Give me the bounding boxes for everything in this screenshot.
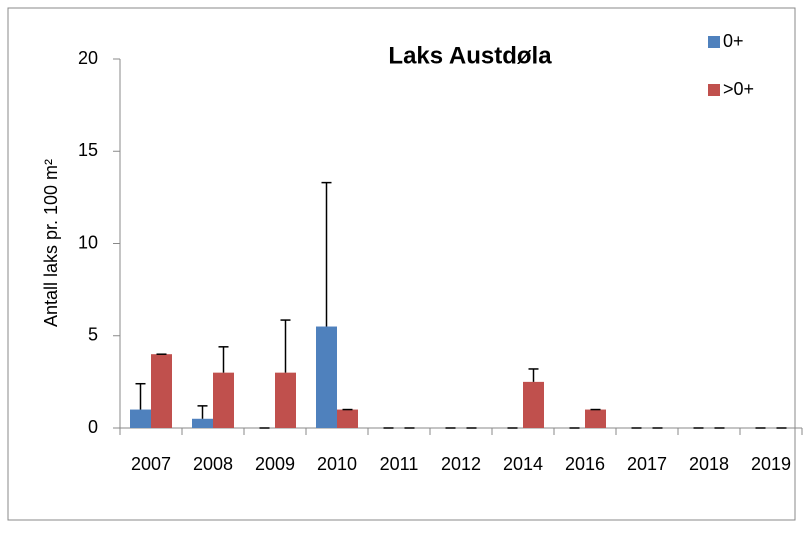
x-tick-label: 2007	[131, 454, 171, 474]
y-tick-label: 10	[78, 232, 98, 252]
legend-label: >0+	[723, 79, 754, 99]
bar	[523, 381, 544, 428]
bar	[213, 372, 234, 428]
legend-swatch	[708, 36, 720, 48]
y-tick-label: 0	[88, 417, 98, 437]
x-tick-label: 2014	[503, 454, 543, 474]
y-tick-label: 15	[78, 140, 98, 160]
y-axis-label: Antall laks pr. 100 m²	[41, 159, 61, 327]
chart-border	[7, 7, 796, 521]
y-tick-label: 20	[78, 48, 98, 68]
x-tick-label: 2009	[255, 454, 295, 474]
y-tick-label: 5	[88, 325, 98, 345]
x-tick-label: 2016	[565, 454, 605, 474]
legend-swatch	[708, 84, 720, 96]
x-tick-label: 2018	[689, 454, 729, 474]
legend-label: 0+	[723, 31, 744, 51]
bar	[585, 409, 606, 428]
chart-title: Laks Austdøla	[388, 42, 552, 69]
bar	[130, 409, 151, 428]
x-tick-label: 2012	[441, 454, 481, 474]
x-tick-label: 2010	[317, 454, 357, 474]
bar	[275, 372, 296, 428]
bar	[316, 326, 337, 428]
x-tick-label: 2011	[380, 454, 419, 474]
bar	[151, 354, 172, 428]
bar	[337, 409, 358, 428]
x-tick-label: 2008	[193, 454, 233, 474]
x-tick-label: 2019	[751, 454, 791, 474]
x-tick-label: 2017	[627, 454, 667, 474]
bar	[192, 418, 213, 428]
